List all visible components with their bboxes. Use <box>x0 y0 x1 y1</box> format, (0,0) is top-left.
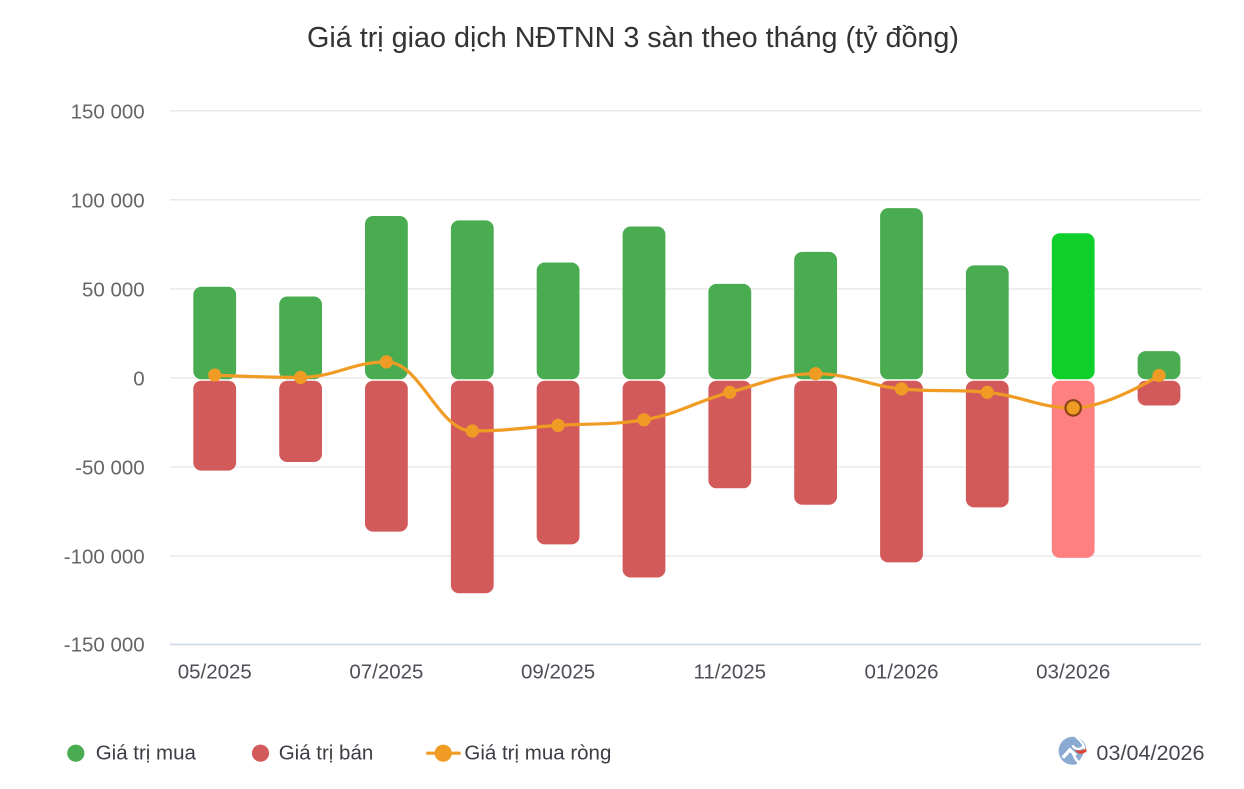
svg-text:50 000: 50 000 <box>82 279 145 302</box>
svg-text:Giá trị bán: Giá trị bán <box>279 742 374 765</box>
svg-text:05/2025: 05/2025 <box>178 661 252 684</box>
svg-text:03/2026: 03/2026 <box>1036 661 1110 684</box>
svg-text:-150 000: -150 000 <box>64 634 145 657</box>
svg-text:-100 000: -100 000 <box>64 546 145 569</box>
svg-text:0: 0 <box>133 368 144 391</box>
svg-text:Giá trị mua: Giá trị mua <box>96 742 197 765</box>
svg-text:03/04/2026: 03/04/2026 <box>1096 740 1204 765</box>
svg-text:Giá trị mua ròng: Giá trị mua ròng <box>464 742 611 765</box>
svg-text:07/2025: 07/2025 <box>349 661 423 684</box>
svg-text:Giá trị giao dịch NĐTNN 3 sàn: Giá trị giao dịch NĐTNN 3 sàn theo tháng… <box>307 22 959 54</box>
svg-text:100 000: 100 000 <box>71 190 145 213</box>
svg-text:150 000: 150 000 <box>71 101 145 124</box>
svg-text:-50 000: -50 000 <box>75 457 145 480</box>
svg-text:01/2026: 01/2026 <box>864 661 938 684</box>
svg-text:11/2025: 11/2025 <box>694 661 767 684</box>
svg-text:09/2025: 09/2025 <box>521 661 595 684</box>
